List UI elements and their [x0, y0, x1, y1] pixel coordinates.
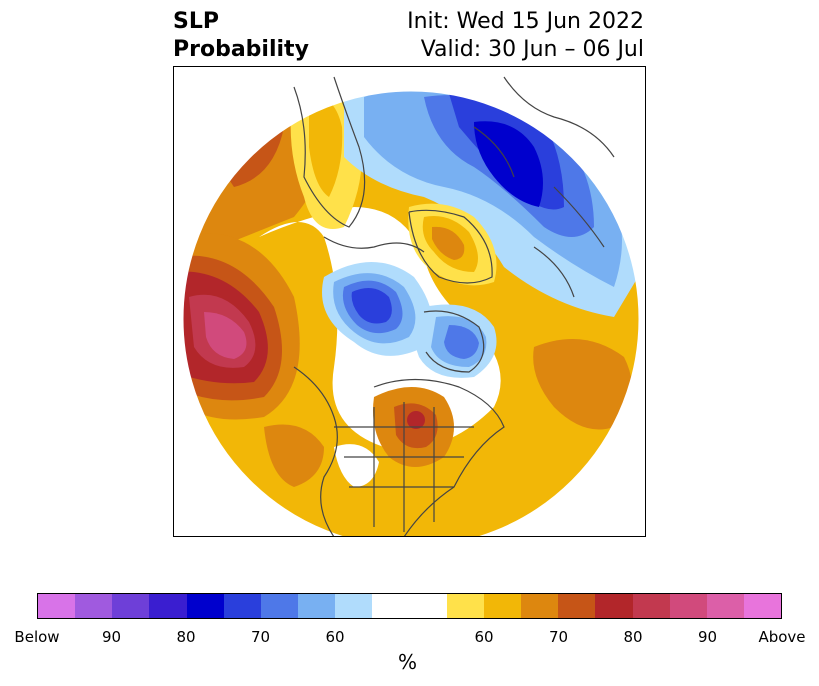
title-product: Probability	[173, 37, 309, 62]
colorbar-segment	[521, 594, 559, 618]
colorbar-segment	[223, 594, 261, 618]
colorbar-segment	[558, 594, 596, 618]
colorbar-segment	[446, 594, 484, 618]
colorbar-segment	[595, 594, 633, 618]
title-variable: SLP	[173, 9, 219, 34]
colorbar-segment	[743, 594, 782, 618]
polar-probability-map	[173, 66, 646, 537]
map-canvas	[182, 76, 640, 536]
colorbar-tick-label: 60	[474, 628, 494, 646]
colorbar	[37, 593, 782, 619]
colorbar-segment	[298, 594, 336, 618]
colorbar-segment	[260, 594, 299, 618]
colorbar-segment	[409, 594, 447, 618]
colorbar-tick-label: Below	[14, 628, 60, 646]
colorbar-tick-label: 60	[325, 628, 345, 646]
coastlines	[293, 76, 615, 536]
colorbar-unit: %	[398, 650, 418, 674]
colorbar-segment	[632, 594, 670, 618]
colorbar-segment	[112, 594, 150, 618]
probability-field	[183, 91, 639, 536]
colorbar-tick-label: 80	[623, 628, 643, 646]
map-dates: Init: Wed 15 Jun 2022 Valid: 30 Jun – 06…	[407, 8, 644, 64]
colorbar-tick-label: 90	[697, 628, 718, 646]
colorbar-segment	[483, 594, 522, 618]
init-date: Init: Wed 15 Jun 2022	[407, 9, 644, 34]
colorbar-segment	[75, 594, 113, 618]
colorbar-tick-label: 70	[548, 628, 569, 646]
colorbar-tick-label: 80	[176, 628, 196, 646]
colorbar-tick-label: 70	[250, 628, 271, 646]
valid-range: Valid: 30 Jun – 06 Jul	[420, 37, 644, 62]
colorbar-segment	[669, 594, 707, 618]
colorbar-tick-label: Above	[758, 628, 806, 646]
colorbar-segment	[149, 594, 187, 618]
map-title: SLP Probability	[173, 8, 309, 64]
colorbar-segment	[372, 594, 410, 618]
colorbar-segment	[186, 594, 224, 618]
colorbar-segment	[706, 594, 744, 618]
colorbar-segment	[38, 594, 76, 618]
colorbar-segment	[335, 594, 373, 618]
colorbar-tick-label: 90	[101, 628, 122, 646]
